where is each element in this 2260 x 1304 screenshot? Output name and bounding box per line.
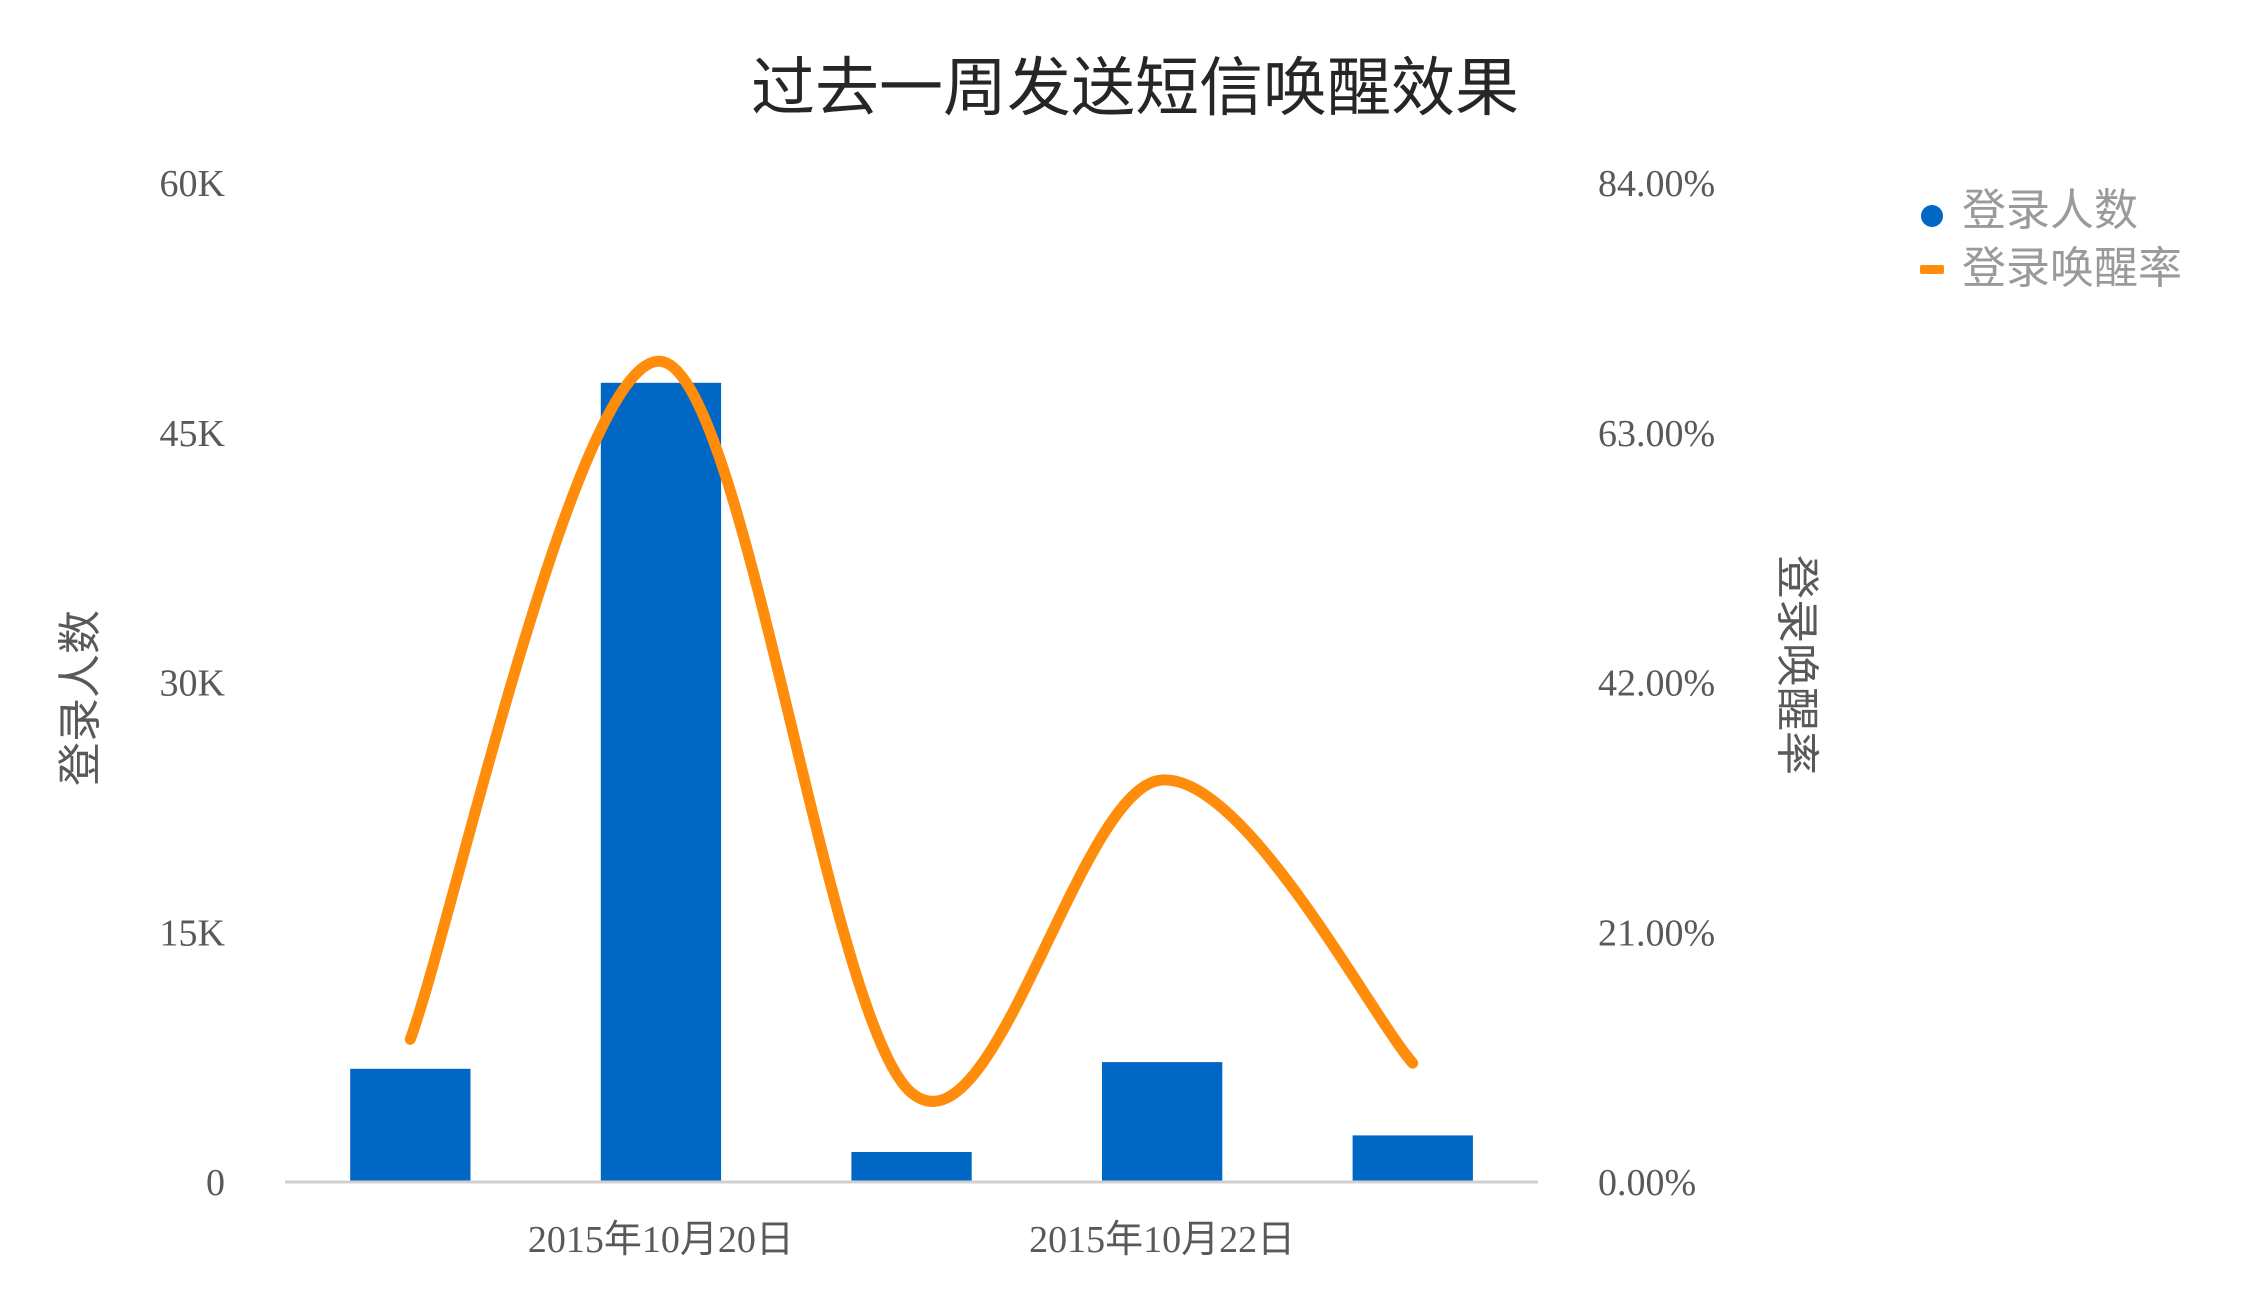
right-tick-label-2: 42.00%: [1598, 663, 1715, 705]
left-tick-label-0: 0: [206, 1162, 225, 1204]
bar-1: [600, 382, 722, 1182]
right-tick-label-4: 84.00%: [1598, 163, 1715, 205]
left-tick-label-1: 15K: [160, 912, 226, 954]
bar-series: [350, 382, 1473, 1182]
legend-marker-bar: [1921, 205, 1943, 227]
right-tick-label-1: 21.00%: [1598, 912, 1715, 954]
left-axis-title: 登录人数: [55, 610, 106, 786]
legend-label-line: 登录唤醒率: [1962, 243, 2182, 294]
legend: 登录人数 登录唤醒率: [1920, 185, 2182, 294]
right-tick-label-3: 63.00%: [1598, 413, 1715, 455]
right-axis-title: 登录唤醒率: [1771, 555, 1822, 775]
bar-3: [1102, 1062, 1223, 1182]
x-tick-label-3: 2015年10月22日: [1029, 1219, 1295, 1261]
left-tick-label-2: 30K: [160, 663, 226, 705]
line-series-path: [404, 355, 1419, 1107]
bar-2: [851, 1152, 972, 1182]
chart-title: 过去一周发送短信唤醒效果: [751, 52, 1519, 126]
bar-4: [1352, 1135, 1473, 1182]
left-tick-label-3: 45K: [160, 413, 226, 455]
legend-marker-line: [1920, 265, 1944, 274]
left-axis-ticks: 0 15K 30K 45K 60K: [160, 163, 226, 1204]
right-axis-ticks: 0.00% 21.00% 42.00% 63.00% 84.00%: [1598, 163, 1715, 1204]
x-tick-label-1: 2015年10月20日: [528, 1219, 794, 1261]
x-axis-ticks: 2015年10月20日 2015年10月22日: [528, 1219, 1295, 1261]
left-tick-label-4: 60K: [160, 163, 226, 205]
legend-label-bar: 登录人数: [1962, 185, 2138, 236]
bar-0: [350, 1068, 471, 1182]
right-tick-label-0: 0.00%: [1598, 1162, 1696, 1204]
